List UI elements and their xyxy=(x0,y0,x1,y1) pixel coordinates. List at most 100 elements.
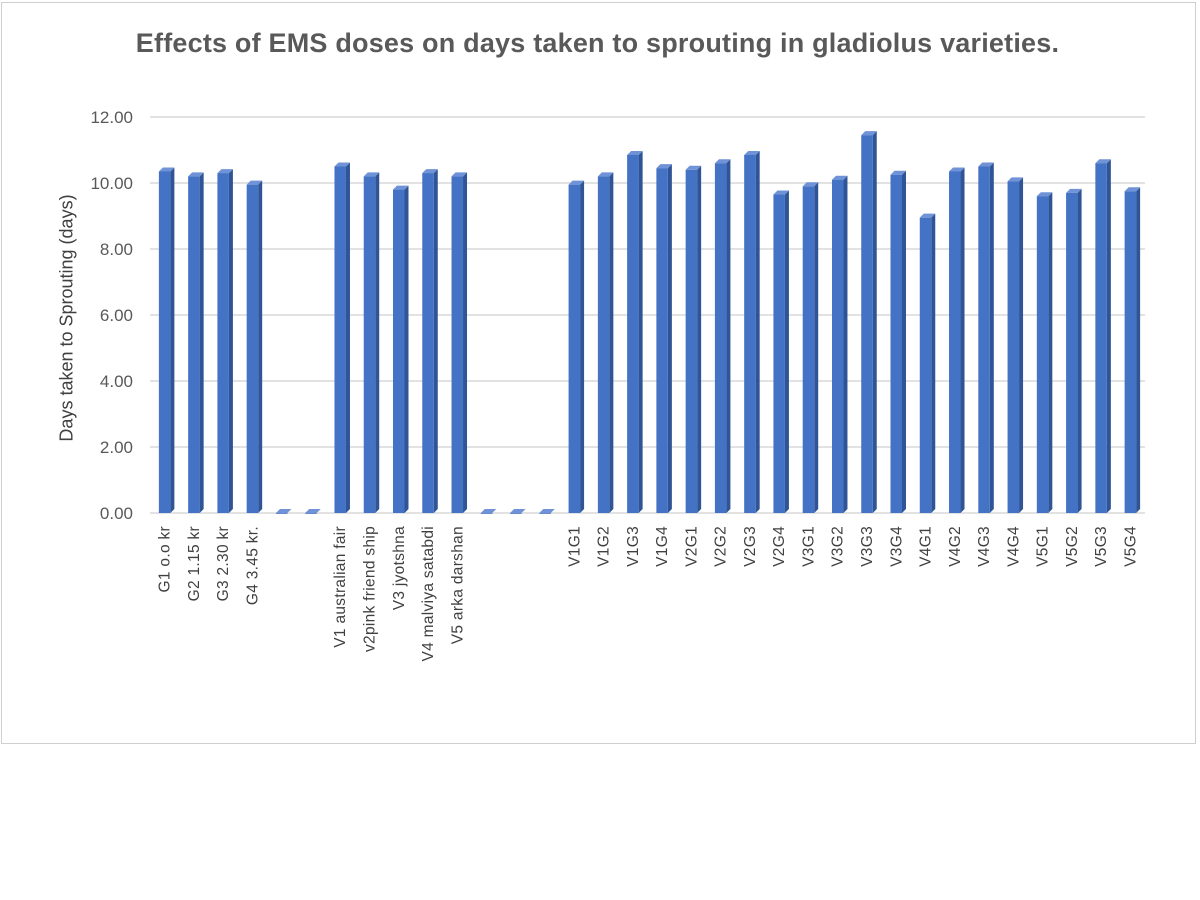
bar-side xyxy=(1048,192,1053,513)
bar-side xyxy=(960,167,965,513)
x-tick-label: G1 o.o kr xyxy=(157,526,174,592)
x-tick-label: V3 jyotshna xyxy=(391,526,408,610)
bar-side xyxy=(1136,187,1141,513)
x-tick-label: V2G4 xyxy=(771,526,788,567)
bar-top xyxy=(480,509,497,513)
bar-top xyxy=(275,509,292,513)
x-tick-label: V4 malviya satabdi xyxy=(420,526,437,662)
bar-top xyxy=(656,164,672,169)
bar-front xyxy=(978,166,990,513)
bar-side xyxy=(170,167,175,513)
bar-front xyxy=(744,154,756,513)
bar-top xyxy=(831,175,848,180)
bar xyxy=(568,180,585,513)
bar-top xyxy=(978,162,994,167)
x-tick-label: V3G4 xyxy=(888,526,905,567)
x-tick-label: V5G4 xyxy=(1122,526,1139,567)
bar-top xyxy=(305,509,321,513)
bar xyxy=(1036,192,1053,513)
x-tick-label: V1G2 xyxy=(596,526,613,567)
bar-top xyxy=(451,172,468,177)
bar xyxy=(363,172,380,513)
bar xyxy=(744,150,760,513)
bar-top xyxy=(949,167,965,172)
bar-side xyxy=(228,169,233,513)
bar xyxy=(246,180,263,513)
x-tick-label: V1 australian fair xyxy=(332,526,349,648)
bar xyxy=(217,169,233,513)
bar-side xyxy=(404,185,409,513)
bar-side xyxy=(580,180,585,513)
bar xyxy=(275,509,292,514)
bar xyxy=(1095,159,1111,513)
bar xyxy=(422,169,438,513)
bar xyxy=(802,182,819,514)
bar-top xyxy=(627,150,643,155)
x-tick-label: V1G1 xyxy=(566,526,583,567)
bar-side xyxy=(872,131,877,513)
bar-top xyxy=(890,170,906,175)
y-tick-label: 6.00 xyxy=(100,306,133,325)
bar-side xyxy=(989,162,994,513)
bar-top xyxy=(861,131,877,136)
bar-front xyxy=(246,184,259,513)
bar-side xyxy=(843,175,848,513)
bar-front xyxy=(773,194,785,514)
bar-front xyxy=(275,513,288,514)
bar-top xyxy=(510,509,526,513)
bar xyxy=(861,131,877,513)
x-tick-label: V4G4 xyxy=(1005,526,1022,567)
y-tick-label: 0.00 xyxy=(100,504,133,523)
bar-side xyxy=(726,159,731,513)
bar-front xyxy=(568,184,581,513)
bar xyxy=(1124,187,1141,513)
bar-top xyxy=(393,185,409,190)
bar-front xyxy=(510,513,522,514)
bar xyxy=(773,190,789,514)
bar-side xyxy=(697,165,702,514)
bar-front xyxy=(188,176,200,513)
bar xyxy=(597,172,614,513)
bar xyxy=(510,509,526,514)
bar xyxy=(890,170,906,513)
x-tick-label: V2G2 xyxy=(713,526,730,567)
bar xyxy=(451,172,468,513)
bar-front xyxy=(861,135,873,513)
bar-side xyxy=(667,164,672,513)
bar-front xyxy=(714,163,727,513)
x-tick-label: V5G1 xyxy=(1035,526,1052,567)
bar xyxy=(305,509,321,514)
bar-side xyxy=(609,172,614,513)
bar-top xyxy=(422,169,438,174)
y-tick-label: 12.00 xyxy=(90,108,133,127)
bar-front xyxy=(919,217,932,513)
bar xyxy=(919,213,936,513)
bar-top xyxy=(246,180,263,185)
bar-front xyxy=(363,176,376,513)
bar-front xyxy=(539,513,551,514)
bar-front xyxy=(393,189,405,513)
x-tick-label: V3G3 xyxy=(859,526,876,567)
x-tick-label: V1G4 xyxy=(654,526,671,567)
bar-top xyxy=(1036,192,1053,197)
bar-side xyxy=(199,172,204,513)
bar-front xyxy=(1036,196,1049,513)
bar-top xyxy=(334,162,350,167)
bar xyxy=(1007,177,1024,513)
bar-front xyxy=(831,179,844,513)
x-tick-label: V4G2 xyxy=(947,526,964,567)
bar-side xyxy=(463,172,468,513)
bar-top xyxy=(188,172,204,177)
y-tick-label: 2.00 xyxy=(100,438,133,457)
bar xyxy=(685,165,702,514)
bar xyxy=(714,159,731,513)
y-tick-label: 8.00 xyxy=(100,240,133,259)
bar-side xyxy=(902,170,906,513)
x-tick-label: G4 3.45 kr. xyxy=(244,526,261,605)
bar-front xyxy=(334,166,346,513)
bar-top xyxy=(1124,187,1141,192)
x-tick-label: G2 1.15 kr xyxy=(186,526,203,601)
bar-front xyxy=(627,154,639,513)
bar-side xyxy=(931,213,936,513)
